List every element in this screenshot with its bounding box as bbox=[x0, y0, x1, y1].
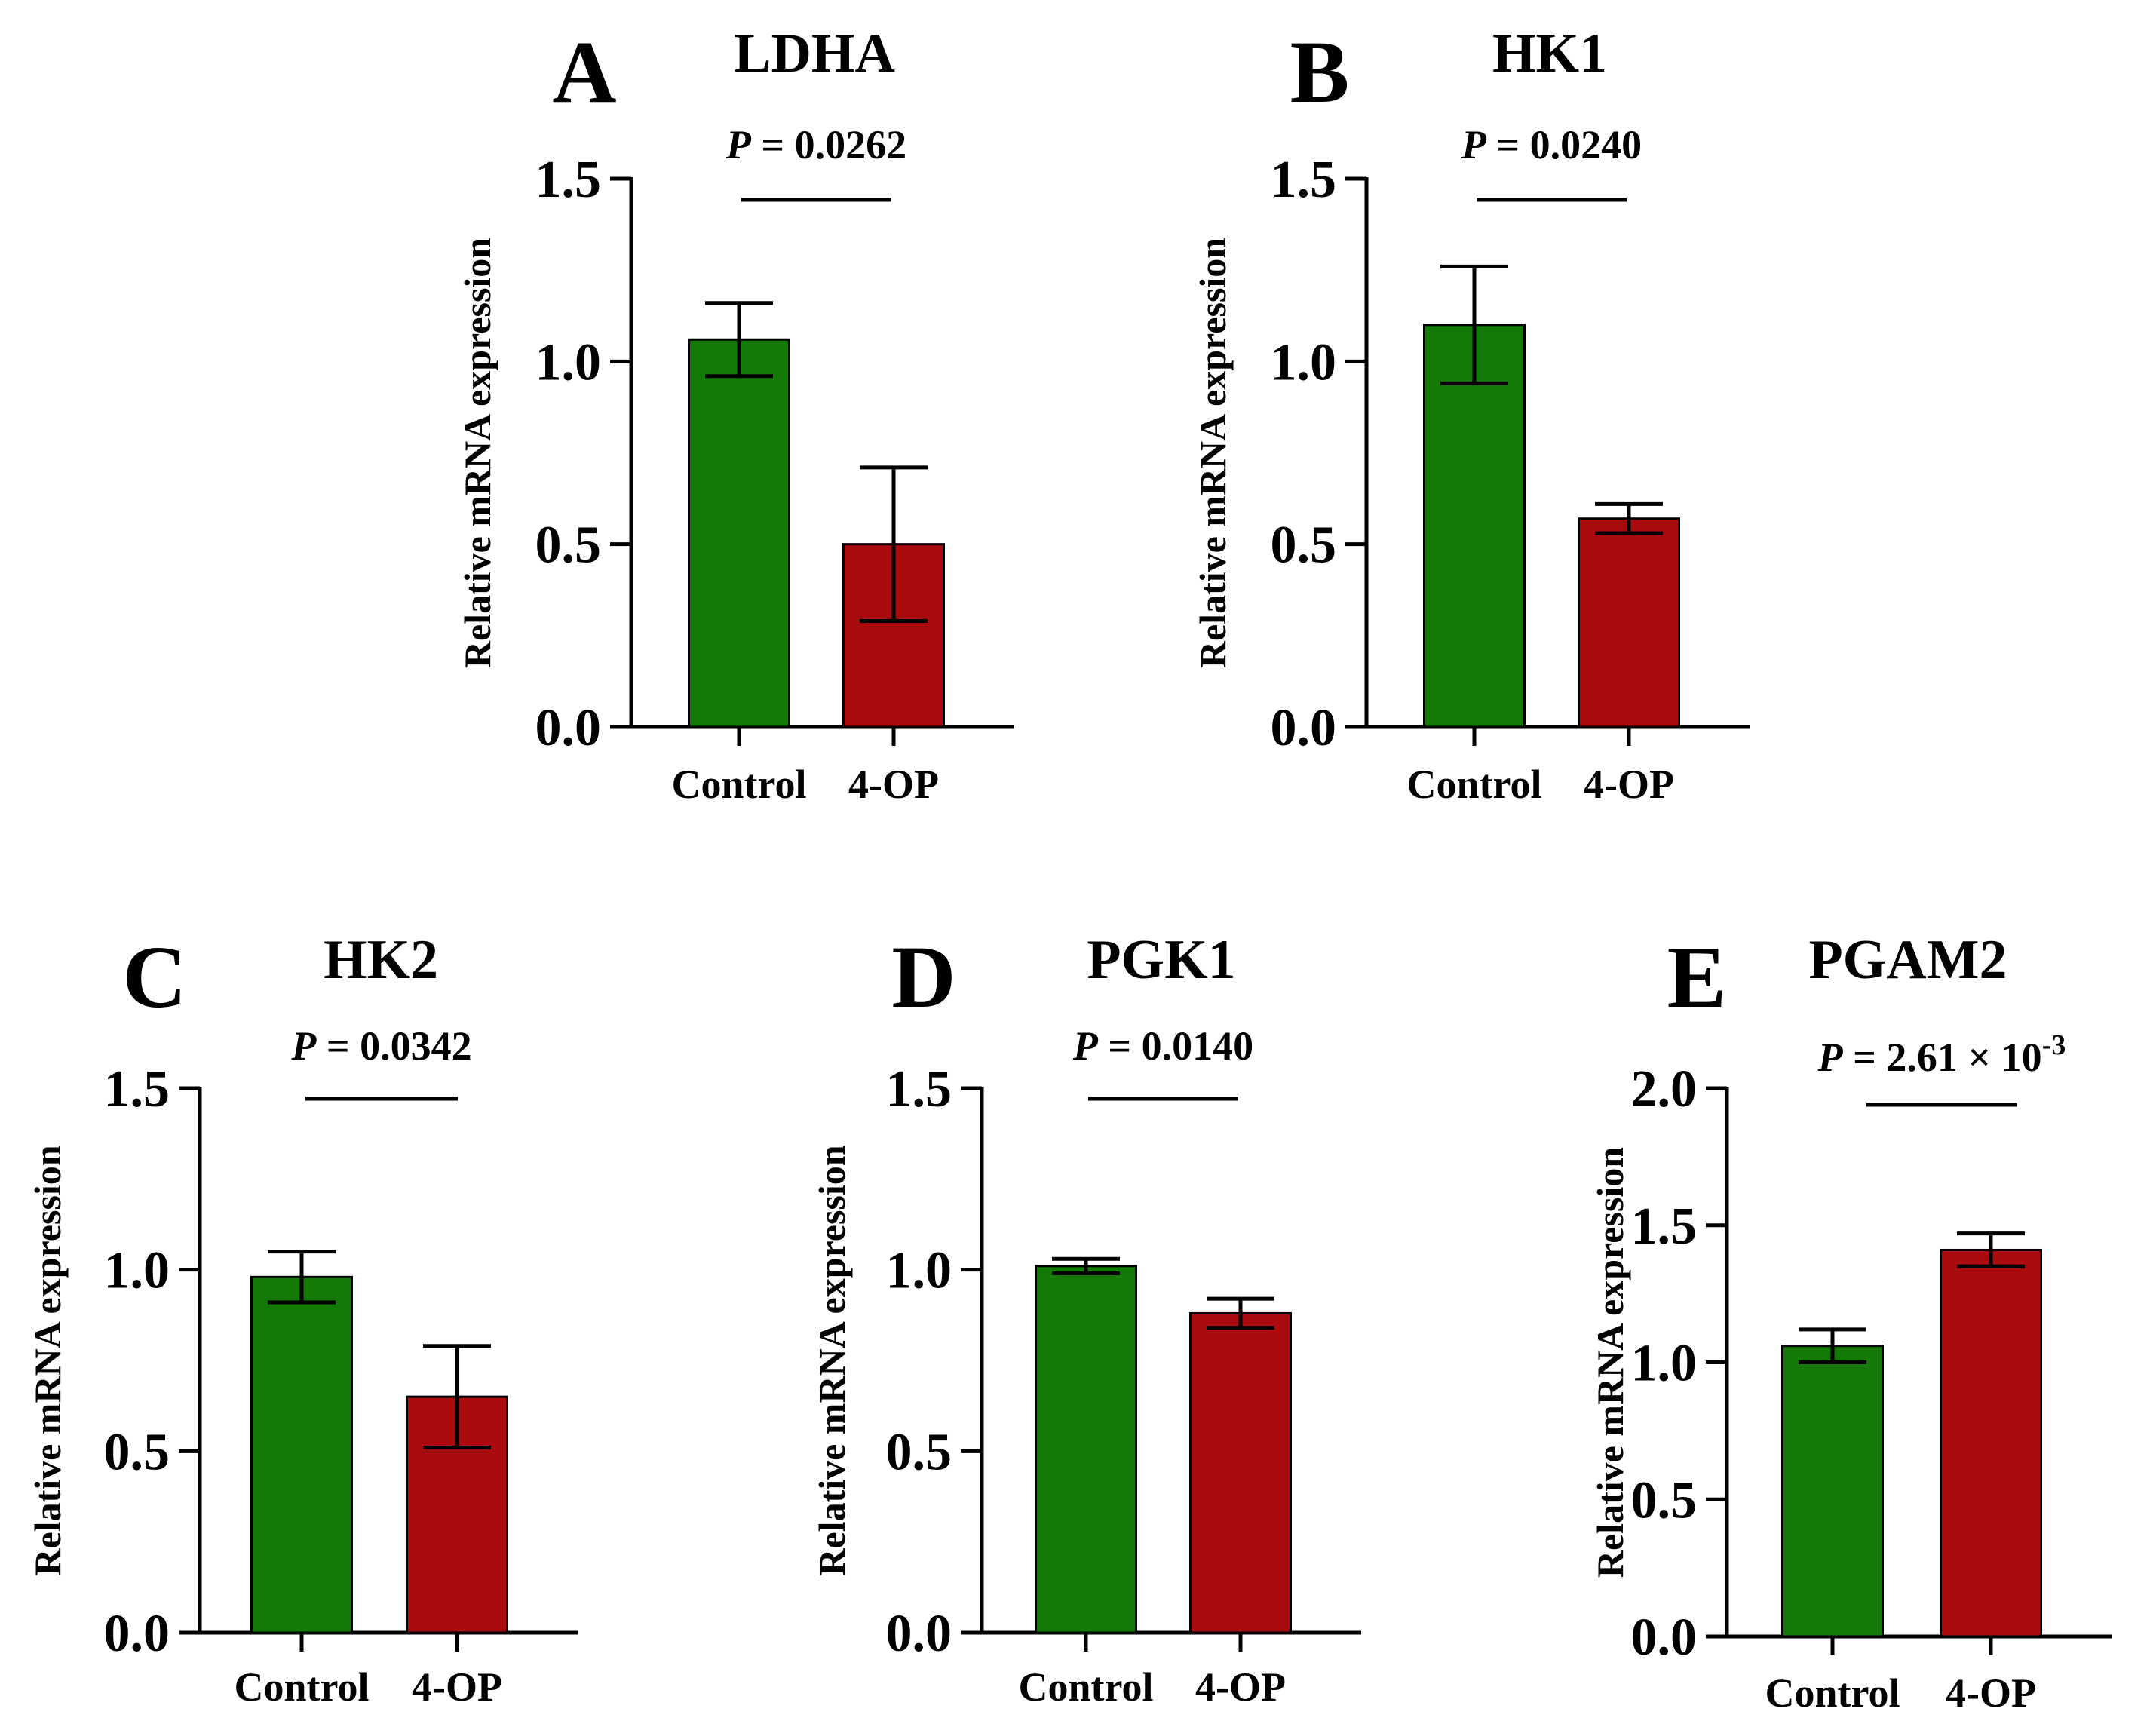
y-axis-label: Relative mRNA expression bbox=[1192, 238, 1234, 668]
y-tick-label: 0.5 bbox=[886, 1423, 952, 1481]
p-value-label: P = 0.0240 bbox=[1461, 122, 1642, 167]
chart-title: PGK1 bbox=[1087, 929, 1235, 991]
y-tick-label: 0.0 bbox=[1631, 1609, 1698, 1667]
y-tick-label: 1.0 bbox=[886, 1242, 952, 1300]
y-tick-label: 0.5 bbox=[104, 1423, 170, 1481]
panel-letter: E bbox=[1667, 928, 1727, 1026]
p-value-label: P = 0.0140 bbox=[1072, 1023, 1253, 1069]
y-tick-label: 1.0 bbox=[1271, 333, 1337, 391]
y-tick-label: 1.0 bbox=[104, 1242, 170, 1300]
x-tick-label: Control bbox=[1765, 1670, 1900, 1716]
chart-panel-d: D PGK1 Relative mRNA expression 0.0 0.5 1.0 1.… bbox=[811, 928, 1361, 1710]
bar-4-op bbox=[1189, 1311, 1292, 1634]
y-tick-label: 1.0 bbox=[535, 333, 602, 391]
y-tick-label: 0.0 bbox=[104, 1605, 170, 1663]
p-value-label: P = 0.0342 bbox=[290, 1023, 471, 1069]
p-value-label: P = 2.61 × 10-3 bbox=[1817, 1029, 2066, 1080]
x-tick-label: 4-OP bbox=[1195, 1664, 1286, 1710]
panel-letter: A bbox=[552, 23, 616, 121]
x-tick-label: 4-OP bbox=[1584, 762, 1674, 807]
y-tick-label: 1.5 bbox=[1631, 1198, 1698, 1256]
bar-control bbox=[1781, 1345, 1884, 1638]
bar-control bbox=[1423, 324, 1526, 728]
bar-4-op bbox=[1940, 1248, 2042, 1638]
x-tick-label: 4-OP bbox=[848, 762, 939, 807]
x-tick-label: 4-OP bbox=[412, 1664, 502, 1710]
y-tick-label: 1.5 bbox=[886, 1060, 952, 1118]
bar-4-op bbox=[1578, 517, 1680, 728]
y-tick-label: 0.5 bbox=[535, 517, 602, 575]
p-value-label: P = 0.0262 bbox=[725, 122, 906, 167]
x-tick-label: Control bbox=[1406, 762, 1541, 807]
panel-letter: B bbox=[1290, 23, 1350, 121]
y-tick-label: 1.0 bbox=[1631, 1335, 1698, 1393]
chart-title: LDHA bbox=[734, 23, 895, 84]
panel-letter: C bbox=[122, 928, 186, 1026]
y-axis-label: Relative mRNA expression bbox=[811, 1145, 853, 1575]
x-tick-label: 4-OP bbox=[1946, 1670, 2036, 1716]
x-tick-label: Control bbox=[1018, 1664, 1153, 1710]
chart-panel-c: C HK2 Relative mRNA expression 0.0 0.5 1.0 1.5… bbox=[26, 928, 578, 1710]
y-tick-label: 2.0 bbox=[1631, 1060, 1698, 1118]
bar-control bbox=[688, 338, 790, 728]
chart-title: HK2 bbox=[324, 929, 438, 991]
x-tick-label: Control bbox=[234, 1664, 369, 1710]
chart-title: HK1 bbox=[1492, 23, 1607, 84]
bar-control bbox=[1035, 1265, 1137, 1634]
y-axis-label: Relative mRNA expression bbox=[26, 1145, 69, 1575]
bar-control bbox=[250, 1275, 353, 1634]
y-tick-label: 0.5 bbox=[1271, 517, 1337, 575]
y-tick-label: 0.0 bbox=[535, 699, 602, 757]
y-tick-label: 1.5 bbox=[104, 1060, 170, 1118]
y-tick-label: 1.5 bbox=[535, 151, 602, 209]
y-tick-label: 0.0 bbox=[1271, 699, 1337, 757]
y-tick-label: 0.0 bbox=[886, 1605, 952, 1663]
chart-title: PGAM2 bbox=[1808, 929, 2007, 991]
y-tick-label: 1.5 bbox=[1271, 151, 1337, 209]
x-tick-label: Control bbox=[671, 762, 806, 807]
y-tick-label: 0.5 bbox=[1631, 1471, 1698, 1529]
y-axis-label: Relative mRNA expression bbox=[456, 238, 498, 668]
chart-panel-a: A LDHA Relative mRNA expression 0.0 0.5 1.0 1.… bbox=[456, 23, 1014, 807]
panel-letter: D bbox=[891, 928, 955, 1026]
y-axis-label: Relative mRNA expression bbox=[1589, 1147, 1631, 1578]
chart-panel-b: B HK1 Relative mRNA expression 0.0 0.5 1.0 1.5… bbox=[1192, 23, 1750, 807]
